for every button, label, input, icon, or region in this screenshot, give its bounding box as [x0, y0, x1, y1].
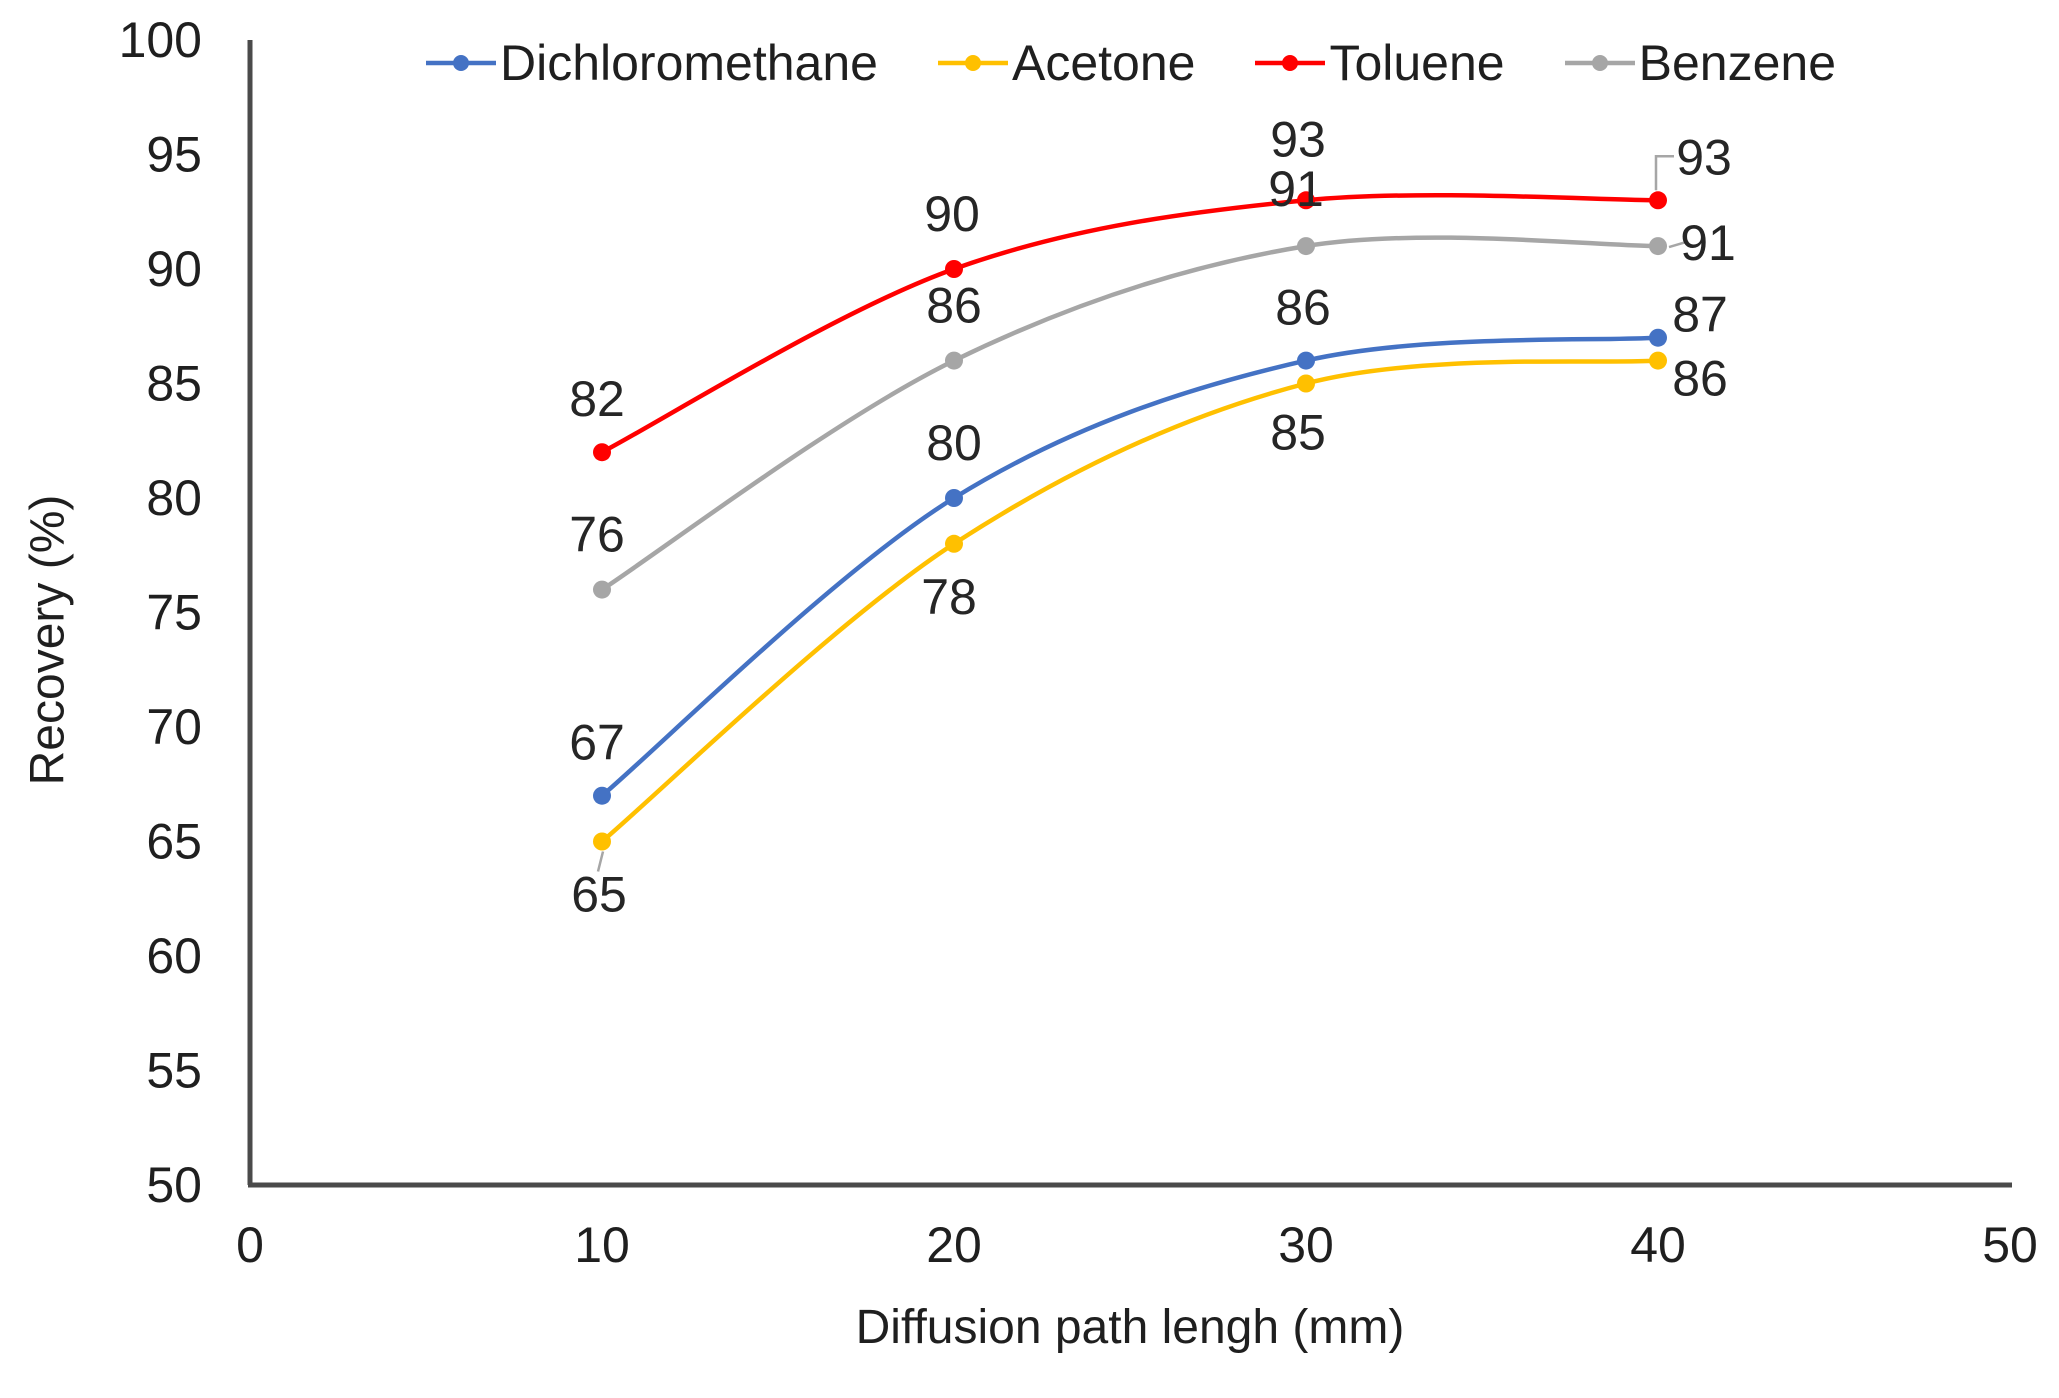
x-tick-label: 0 [236, 1217, 264, 1273]
data-point-label-toluene: 82 [569, 371, 625, 427]
leader-line-acetone-10 [596, 851, 605, 872]
legend-label: Dichloromethane [499, 35, 878, 91]
x-tick-label: 40 [1630, 1217, 1686, 1273]
y-tick-label: 100 [119, 12, 202, 68]
legend-label: Benzene [1638, 35, 1836, 91]
y-tick-label: 60 [146, 928, 202, 984]
series-line-benzene [599, 235, 1661, 592]
data-point-label-toluene: 90 [924, 186, 980, 242]
series-line-dichloromethane [599, 335, 1661, 798]
data-point-label-dichloromethane: 86 [1275, 280, 1331, 336]
data-point-marker-acetone [1297, 374, 1315, 393]
legend: Dichloromethane Acetone Toluene Benzene [250, 34, 2010, 92]
series-lines [593, 191, 1667, 851]
data-point-label-benzene: 91 [1268, 161, 1324, 217]
legend-item-dichloromethane: Dichloromethane [424, 34, 878, 92]
axis-tick-labels: 0 10 20 30 40 50 50 55 60 65 70 75 80 85 90 95 100 [119, 12, 2038, 1273]
legend-marker-icon [1564, 55, 1635, 71]
y-tick-label: 90 [146, 241, 202, 297]
y-tick-label: 95 [146, 127, 202, 183]
data-point-label-acetone: 65 [571, 867, 627, 923]
data-point-marker-dichloromethane [1297, 351, 1315, 370]
legend-item-benzene: Benzene [1563, 34, 1836, 92]
data-point-marker-benzene [945, 351, 963, 370]
data-point-marker-benzene [1297, 237, 1315, 256]
data-point-label-acetone: 85 [1270, 405, 1326, 461]
legend-marker-icon [1255, 55, 1326, 71]
data-point-marker-dichloromethane [593, 786, 611, 805]
data-point-label-benzene: 86 [926, 278, 982, 334]
y-tick-label: 65 [146, 814, 202, 870]
leader-line-toluene-40 [1654, 155, 1674, 191]
data-point-marker-acetone [1649, 351, 1667, 370]
series-line-toluene [599, 192, 1661, 455]
legend-item-acetone: Acetone [936, 34, 1195, 92]
data-point-marker-acetone [945, 534, 963, 553]
data-point-marker-toluene [1297, 191, 1315, 210]
x-tick-label: 10 [574, 1217, 630, 1273]
data-point-marker-toluene [593, 443, 611, 462]
y-tick-label: 55 [146, 1043, 202, 1099]
data-point-labels: 67 80 86 87 65 78 85 86 82 90 93 93 76 86 91 91 [569, 111, 1736, 922]
data-point-marker-acetone [593, 832, 611, 851]
y-tick-label: 70 [146, 699, 202, 755]
y-tick-label: 75 [146, 585, 202, 641]
legend-label: Toluene [1329, 35, 1505, 91]
data-point-marker-dichloromethane [945, 489, 963, 507]
data-point-label-benzene: 91 [1680, 215, 1736, 271]
data-point-marker-benzene [593, 580, 611, 599]
legend-marker-icon [425, 55, 496, 71]
legend-label: Acetone [1011, 35, 1196, 91]
data-point-label-toluene: 93 [1270, 111, 1326, 167]
y-tick-label: 80 [146, 470, 202, 526]
data-point-marker-toluene [945, 260, 963, 278]
data-point-label-dichloromethane: 67 [569, 715, 625, 771]
data-point-label-acetone: 86 [1672, 351, 1728, 407]
data-point-marker-benzene [1649, 237, 1667, 256]
data-point-label-dichloromethane: 80 [926, 415, 982, 471]
x-tick-label: 50 [1982, 1217, 2038, 1273]
x-axis-title: Diffusion path lengh (mm) [855, 1301, 1405, 1354]
data-point-label-dichloromethane: 87 [1672, 287, 1728, 343]
data-point-marker-dichloromethane [1649, 328, 1667, 347]
data-point-label-benzene: 76 [569, 507, 625, 563]
data-point-marker-toluene [1649, 191, 1667, 210]
legend-marker-icon [937, 55, 1008, 71]
y-tick-label: 50 [146, 1157, 202, 1213]
x-tick-label: 20 [926, 1217, 982, 1273]
x-tick-label: 30 [1278, 1217, 1334, 1273]
y-tick-label: 85 [146, 356, 202, 412]
data-point-label-toluene: 93 [1676, 129, 1732, 185]
series-line-acetone [599, 358, 1661, 844]
leader-line-benzene-40 [1668, 240, 1687, 249]
data-point-label-acetone: 78 [921, 569, 977, 625]
label-leader-lines [596, 155, 1687, 872]
legend-item-toluene: Toluene [1253, 34, 1505, 92]
